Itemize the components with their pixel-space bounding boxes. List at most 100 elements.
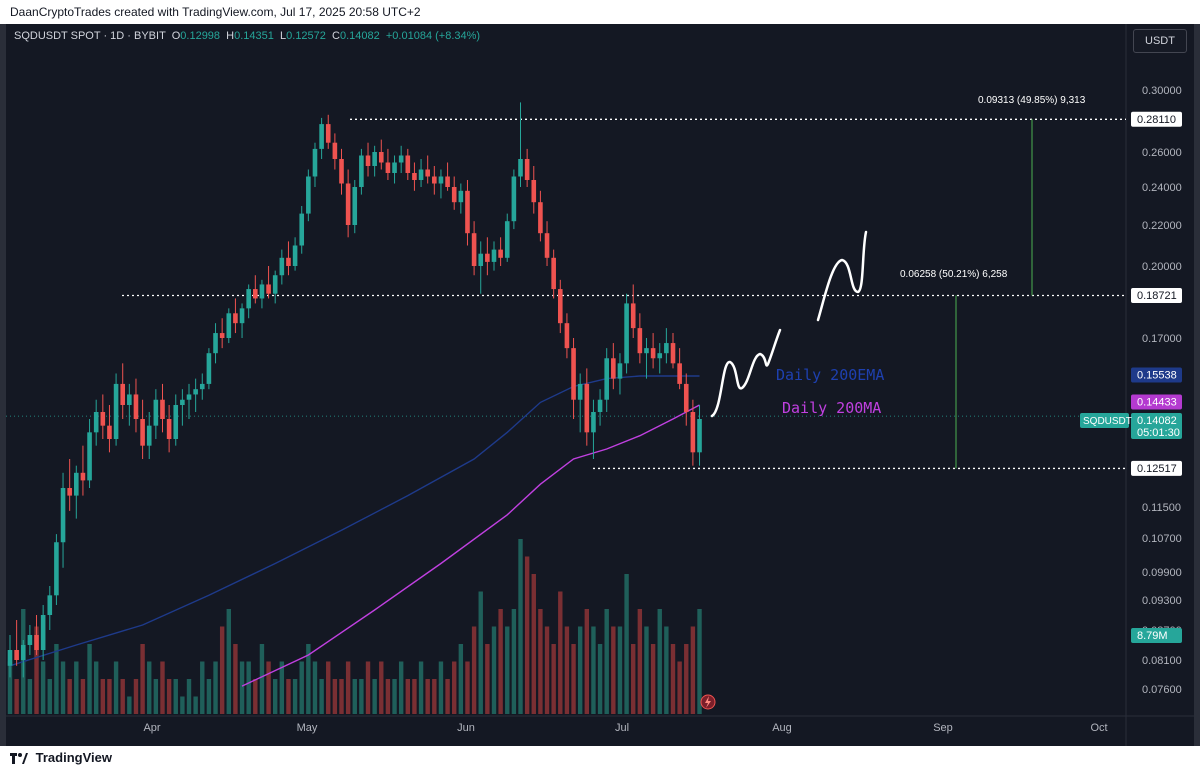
volume-bar	[624, 574, 629, 714]
candle-body	[571, 348, 576, 400]
volume-bar	[631, 644, 636, 714]
x-tick-label: Oct	[1090, 722, 1107, 734]
candle-body	[644, 348, 649, 354]
change-value: +0.01084 (+8.34%)	[385, 30, 481, 42]
volume-bar	[498, 609, 503, 714]
candle-body	[498, 249, 503, 258]
high-label: H	[226, 30, 235, 42]
volume-bar	[332, 679, 338, 714]
low-value: 0.12572	[286, 30, 326, 42]
volume-bar	[253, 679, 258, 714]
candle-body	[266, 284, 271, 294]
price-axis-label-bg	[1131, 460, 1182, 476]
volume-bar	[564, 626, 570, 714]
attribution-bar: DaanCryptoTrades created with TradingVie…	[0, 0, 1200, 24]
candle-body	[93, 412, 99, 433]
candle-body	[425, 169, 430, 177]
candle-body	[319, 124, 324, 149]
candle-body	[577, 383, 583, 400]
currency-button[interactable]: USDT	[1133, 29, 1187, 53]
attribution-text: DaanCryptoTrades created with TradingVie…	[10, 5, 421, 19]
volume-bar	[266, 661, 271, 714]
volume-bar	[458, 644, 464, 714]
candle-body	[624, 303, 629, 364]
volume-bar	[452, 661, 457, 714]
volume-bar	[398, 661, 404, 714]
y-tick-label: 0.22000	[1142, 220, 1182, 232]
candle-body	[345, 183, 351, 225]
candle-body	[239, 308, 245, 324]
measure-label: 0.06258 (50.21%) 6,258	[900, 269, 1008, 280]
volume-bar	[697, 609, 702, 714]
symbol-info[interactable]: SQDUSDT SPOT · 1D · BYBIT	[14, 30, 166, 42]
candle-body	[359, 155, 364, 187]
candle-body	[74, 472, 79, 496]
y-tick-label: 0.08100	[1142, 655, 1182, 667]
candle-body	[557, 289, 563, 324]
ma-annotation: Daily 200MA	[782, 399, 881, 417]
volume-bar	[140, 644, 145, 714]
projection-drawing	[710, 328, 782, 418]
y-tick-label: 0.30000	[1142, 85, 1182, 97]
candle-body	[67, 488, 72, 496]
volume-bar	[213, 661, 218, 714]
candle-body	[432, 176, 437, 184]
volume-bar	[584, 609, 590, 714]
volume-bar	[312, 661, 318, 714]
volume-bar	[206, 679, 212, 714]
candle-body	[584, 383, 590, 433]
y-tick-label: 0.09300	[1142, 595, 1182, 607]
price-axis-label-bg	[1131, 413, 1182, 439]
tradingview-brand[interactable]: TradingView	[35, 750, 112, 765]
volume-bar	[259, 644, 265, 714]
candle-body	[451, 187, 457, 203]
tradingview-logo-icon	[10, 753, 28, 765]
candle-body	[299, 213, 305, 246]
candle-body	[690, 412, 696, 453]
volume-label: 8.79M	[1137, 630, 1168, 642]
candle-body	[398, 155, 404, 163]
candle-body	[87, 432, 92, 481]
volume-bar	[173, 679, 178, 714]
y-tick-label: 0.20000	[1142, 261, 1182, 273]
candle-body	[133, 394, 139, 419]
volume-bar	[677, 661, 682, 714]
candle-body	[697, 419, 702, 453]
y-tick-label: 0.07600	[1142, 684, 1182, 696]
candle-body	[591, 412, 596, 433]
volume-bar	[531, 574, 536, 714]
price-axis-label: 0.28110	[1137, 114, 1176, 126]
candle-body	[253, 289, 258, 299]
candle-body	[306, 176, 311, 214]
volume-bar	[637, 609, 643, 714]
volume-bar	[478, 591, 483, 714]
volume-bar	[505, 626, 510, 714]
candle-body	[551, 257, 556, 290]
price-axis-label: 0.12517	[1137, 463, 1177, 475]
candle-body	[504, 221, 510, 258]
candle-body	[538, 202, 543, 234]
candle-body	[518, 159, 523, 177]
volume-bar	[359, 679, 364, 714]
volume-bar	[47, 679, 52, 714]
candle-body	[259, 284, 265, 299]
footer-bar: TradingView	[0, 746, 1200, 769]
ma-line	[241, 404, 700, 687]
volume-bar	[306, 644, 311, 714]
volume-bar	[558, 591, 563, 714]
candle-body	[657, 353, 663, 359]
volume-bar	[597, 644, 603, 714]
volume-bar	[226, 609, 231, 714]
candle-body	[199, 383, 205, 390]
price-axis-label-bg	[1131, 288, 1182, 304]
candle-body	[352, 187, 358, 225]
candle-body	[630, 303, 636, 329]
candle-body	[186, 394, 192, 400]
candle-body	[564, 323, 570, 349]
volume-bar	[471, 626, 477, 714]
volume-bar	[392, 679, 397, 714]
volume-bar	[40, 661, 46, 714]
candle-body	[445, 176, 450, 187]
volume-bar	[485, 644, 490, 714]
